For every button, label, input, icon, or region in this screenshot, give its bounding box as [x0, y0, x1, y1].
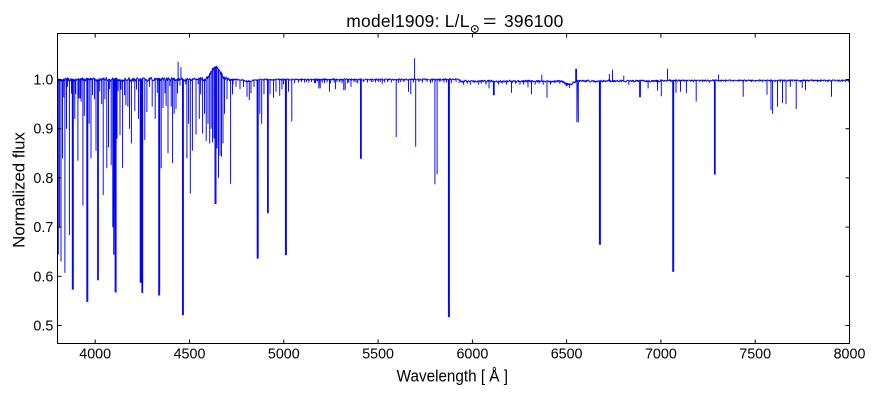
svg-text:Normalized flux: Normalized flux: [9, 132, 28, 248]
svg-text:6000: 6000: [456, 347, 488, 363]
svg-text:0.8: 0.8: [33, 171, 53, 187]
svg-text:1.0: 1.0: [33, 73, 53, 89]
svg-text:4500: 4500: [174, 347, 206, 363]
svg-text:5500: 5500: [362, 347, 394, 363]
svg-text:6500: 6500: [551, 347, 583, 363]
svg-text:Wavelength [ Å ]: Wavelength [ Å ]: [397, 366, 508, 386]
svg-text:=: =: [483, 11, 497, 31]
svg-text:5000: 5000: [268, 347, 300, 363]
svg-text:0.9: 0.9: [33, 122, 53, 138]
svg-text:0.6: 0.6: [33, 269, 53, 285]
svg-text:7000: 7000: [645, 347, 677, 363]
svg-text:7500: 7500: [739, 347, 771, 363]
svg-text:4000: 4000: [79, 347, 111, 363]
svg-text:8000: 8000: [834, 347, 866, 363]
svg-text:396100: 396100: [504, 11, 564, 31]
svg-text:model1909: L/L: model1909: L/L: [346, 11, 469, 31]
svg-text:0.5: 0.5: [33, 319, 53, 335]
svg-text:0.7: 0.7: [33, 220, 53, 236]
